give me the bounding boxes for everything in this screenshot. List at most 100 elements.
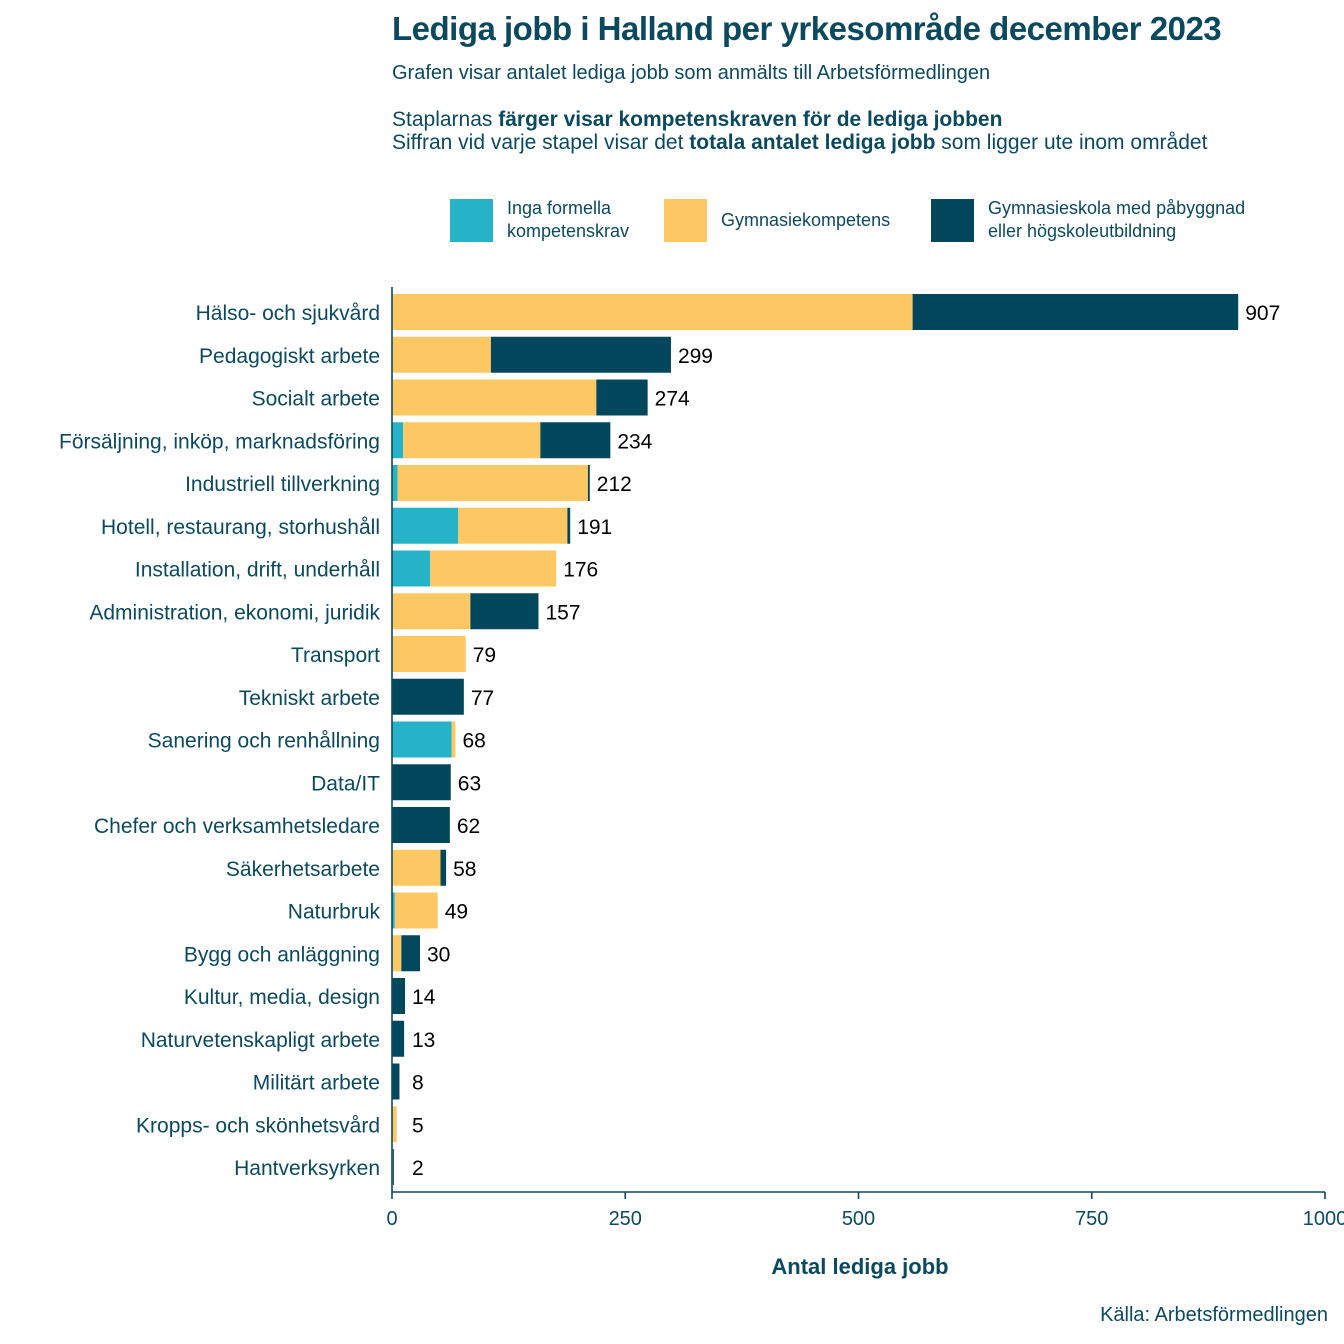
bar-segment-series-0: [392, 721, 452, 758]
description-2-text: Siffran vid varje stapel visar det: [392, 131, 690, 154]
bar-segment-series-2: [392, 678, 464, 715]
total-label: 77: [471, 687, 494, 710]
bar-segment-series-1: [394, 892, 438, 929]
category-label: Naturvetenskapligt arbete: [141, 1029, 380, 1052]
legend-label-line: eller högskoleutbildning: [988, 221, 1177, 241]
category-label: Installation, drift, underhåll: [135, 559, 380, 582]
bar-segment-series-1: [458, 507, 568, 544]
bar-segment-series-2: [401, 935, 420, 972]
bar-segment-series-1: [403, 422, 541, 459]
bar-segment-series-2: [392, 1149, 394, 1185]
legend-label-upper-secondary: Gymnasiekompetens: [721, 209, 891, 230]
bar-segment-series-1: [392, 636, 466, 672]
category-label: Industriell tillverkning: [185, 473, 380, 496]
bar-segment-series-2: [567, 507, 571, 544]
total-label: 30: [427, 943, 450, 966]
x-tick-label: 1000: [1303, 1208, 1344, 1230]
x-axis-title: Antal lediga jobb: [771, 1254, 948, 1279]
total-label: 58: [453, 858, 476, 881]
category-label: Naturbruk: [288, 901, 381, 924]
category-label: Pedagogiskt arbete: [199, 345, 380, 368]
total-label: 8: [412, 1072, 424, 1095]
total-label: 79: [473, 644, 496, 667]
total-label: 5: [412, 1114, 424, 1137]
total-label: 234: [617, 430, 652, 453]
category-label: Kultur, media, design: [184, 986, 380, 1009]
bar-segment-series-0: [392, 550, 431, 587]
total-label: 299: [678, 345, 713, 368]
chart-subtitle: Grafen visar antalet lediga jobb som anm…: [392, 62, 991, 84]
legend-item-upper-secondary: Gymnasiekompetens: [664, 198, 890, 242]
bar-segment-series-2: [587, 465, 590, 501]
legend-label-higher-education: Gymnasieskola med påbyggnad eller högskol…: [988, 197, 1245, 243]
x-tick-label: 250: [609, 1208, 642, 1230]
legend: Inga formella kompetenskrav Gymnasiekompe…: [0, 198, 1344, 244]
legend-swatch-higher-education: [931, 198, 974, 242]
description-line-1: Staplarnas färger visar kompetenskraven …: [392, 108, 1002, 132]
description-2-bold: totala antalet lediga jobb: [689, 131, 936, 154]
bar-segment-series-1: [392, 593, 471, 630]
total-label: 907: [1245, 302, 1280, 325]
category-label: Chefer och verksamhetsledare: [94, 815, 380, 838]
bar-segment-series-0: [392, 892, 395, 929]
bar-segment-series-2: [470, 593, 539, 630]
bar-segment-series-2: [490, 336, 671, 373]
bar-segment-series-2: [912, 294, 1239, 330]
category-label: Bygg och anläggning: [184, 943, 380, 966]
bar-segment-series-1: [392, 379, 597, 416]
bar-segment-series-0: [392, 507, 459, 544]
bar-segment-series-2: [540, 422, 611, 459]
bar-segment-series-1: [392, 849, 441, 886]
total-label: 274: [655, 388, 690, 411]
source-note: Källa: Arbetsförmedlingen: [1100, 1304, 1328, 1326]
category-label: Tekniskt arbete: [239, 687, 380, 710]
legend-item-higher-education: Gymnasieskola med påbyggnad eller högskol…: [931, 198, 1245, 242]
description-1-bold: färger visar kompetenskraven för de ledi…: [498, 108, 1003, 131]
x-tick-label: 750: [1075, 1208, 1108, 1230]
legend-label-line: kompetenskrav: [507, 221, 630, 241]
bar-segment-series-2: [596, 379, 648, 416]
category-label: Sanering och renhållning: [148, 730, 380, 753]
total-label: 14: [412, 986, 436, 1009]
total-label: 2: [412, 1157, 424, 1180]
bar-segment-series-1: [392, 1106, 397, 1143]
category-label: Kropps- och skönhetsvård: [136, 1114, 380, 1137]
total-label: 63: [458, 772, 481, 795]
total-label: 212: [597, 473, 632, 496]
total-label: 157: [545, 601, 580, 624]
legend-swatch-no-requirements: [450, 198, 493, 242]
category-label: Försäljning, inköp, marknadsföring: [59, 430, 380, 453]
bar-segment-series-1: [392, 336, 491, 373]
total-label: 13: [412, 1029, 435, 1052]
total-label: 176: [563, 559, 598, 582]
legend-item-no-requirements: Inga formella kompetenskrav: [450, 198, 629, 242]
category-label: Militärt arbete: [253, 1072, 380, 1095]
category-label: Transport: [291, 644, 380, 667]
bar-segment-series-2: [392, 978, 406, 1014]
description-1-text: Staplarnas: [392, 108, 499, 131]
category-label: Hälso- och sjukvård: [196, 302, 380, 325]
description-2-text-end: som ligger ute inom området: [935, 131, 1208, 154]
bar-segment-series-0: [392, 465, 398, 501]
legend-swatch-upper-secondary: [664, 198, 707, 242]
description-line-2: Siffran vid varje stapel visar det total…: [392, 131, 1207, 155]
bar-segment-series-1: [451, 721, 456, 758]
bar-segment-series-2: [392, 764, 451, 801]
x-tick-label: 0: [386, 1208, 397, 1230]
bar-segment-series-1: [392, 294, 913, 330]
category-label: Säkerhetsarbete: [226, 858, 380, 881]
category-label: Administration, ekonomi, juridik: [89, 601, 380, 624]
category-label: Data/IT: [311, 772, 380, 795]
bar-segment-series-1: [397, 465, 588, 501]
legend-label-line: Inga formella: [507, 198, 612, 218]
category-label: Hotell, restaurang, storhushåll: [101, 516, 380, 539]
bar-segment-series-2: [392, 807, 450, 843]
total-label: 62: [457, 815, 480, 838]
total-label: 191: [577, 516, 612, 539]
bar-segment-series-1: [392, 935, 402, 972]
legend-label-no-requirements: Inga formella kompetenskrav: [507, 197, 629, 243]
bar-segment-series-2: [392, 1063, 400, 1100]
bar-segment-series-2: [392, 1020, 405, 1057]
total-label: 49: [445, 901, 468, 924]
